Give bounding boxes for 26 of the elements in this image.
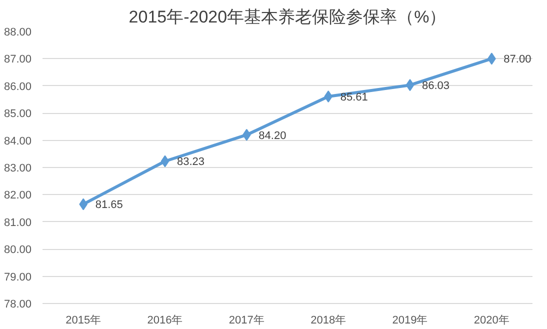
point xyxy=(160,155,170,168)
y-tick-label: 87.00 xyxy=(4,54,32,66)
y-tick-label: 84.00 xyxy=(4,135,32,148)
x-tick-label: 2017年 xyxy=(228,314,264,326)
data-label: 86.03 xyxy=(422,80,450,92)
x-tick-label: 2018年 xyxy=(310,314,346,326)
data-label: 87.00 xyxy=(504,54,532,66)
y-tick-label: 80.00 xyxy=(4,244,32,256)
x-tick-label: 2020年 xyxy=(474,314,510,326)
data-label: 85.61 xyxy=(340,92,368,104)
y-tick-label: 79.00 xyxy=(4,271,32,284)
x-tick-label: 2015年 xyxy=(66,314,102,326)
chart-title: 2015年-2020年基本养老保险参保率（%） xyxy=(128,8,446,26)
y-tick-label: 86.00 xyxy=(4,80,32,93)
data-label: 84.20 xyxy=(258,130,286,142)
data-label: 83.23 xyxy=(177,156,205,168)
y-tick-label: 81.00 xyxy=(4,216,32,229)
y-tick-label: 82.00 xyxy=(4,190,32,202)
y-tick-label: 85.00 xyxy=(4,108,32,120)
x-tick-label: 2019年 xyxy=(392,314,428,326)
data-label: 81.65 xyxy=(95,199,123,212)
point xyxy=(406,79,414,92)
x-tick-label: 2016年 xyxy=(147,314,183,326)
y-tick-label: 78.00 xyxy=(4,298,32,310)
y-tick-label: 88.00 xyxy=(4,26,32,38)
y-tick-label: 83.00 xyxy=(4,162,32,174)
